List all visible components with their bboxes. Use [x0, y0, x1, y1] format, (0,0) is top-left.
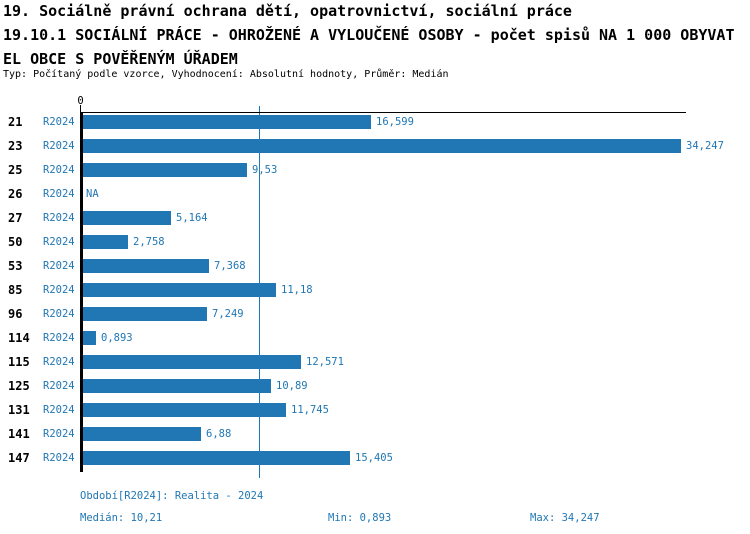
row-period-label: R2024 [43, 308, 75, 320]
row-period-label: R2024 [43, 164, 75, 176]
bar [80, 331, 96, 345]
row-category-label: 50 [8, 235, 23, 249]
row-category-label: 21 [8, 115, 23, 129]
row-category-label: 147 [8, 451, 30, 465]
row-category-label: 115 [8, 355, 30, 369]
indicator-title-line2: EL OBCE S POVĚŘENÝM ÚŘADEM [3, 50, 238, 68]
bar [80, 259, 209, 273]
bar [80, 379, 271, 393]
row-period-label: R2024 [43, 212, 75, 224]
report-section-title: 19. Sociálně právní ochrana dětí, opatro… [3, 2, 572, 20]
bar [80, 283, 276, 297]
min-stat: Min: 0,893 [328, 512, 392, 524]
row-period-label: R2024 [43, 452, 75, 464]
row-category-label: 131 [8, 403, 30, 417]
bar [80, 235, 128, 249]
row-period-label: R2024 [43, 380, 75, 392]
bar [80, 403, 286, 417]
row-period-label: R2024 [43, 404, 75, 416]
row-category-label: 27 [8, 211, 23, 225]
row-category-label: 23 [8, 139, 23, 153]
period-legend: Období[R2024]: Realita - 2024 [80, 490, 264, 502]
bar-value-label: 15,405 [355, 452, 393, 464]
bar-value-label: 2,758 [133, 236, 165, 248]
axis-zero-tick [80, 105, 81, 112]
bar-value-label: 10,89 [276, 380, 308, 392]
bar [80, 427, 201, 441]
indicator-title-line1: 19.10.1 SOCIÁLNÍ PRÁCE - OHROŽENÉ A VYLO… [3, 26, 735, 44]
row-period-label: R2024 [43, 116, 75, 128]
row-category-label: 141 [8, 427, 30, 441]
row-period-label: R2024 [43, 140, 75, 152]
row-period-label: R2024 [43, 236, 75, 248]
bar-value-label: 34,247 [686, 140, 724, 152]
indicator-meta: Typ: Počítaný podle vzorce, Vyhodnocení:… [3, 69, 449, 80]
bar [80, 163, 247, 177]
row-category-label: 26 [8, 187, 23, 201]
bar-na-label: NA [86, 188, 99, 200]
bar [80, 451, 350, 465]
bar [80, 355, 301, 369]
bar-value-label: 0,893 [101, 332, 133, 344]
x-axis-line [80, 112, 686, 113]
row-category-label: 96 [8, 307, 23, 321]
bar-value-label: 9,53 [252, 164, 278, 176]
row-period-label: R2024 [43, 356, 75, 368]
row-category-label: 85 [8, 283, 23, 297]
bar-value-label: 7,249 [212, 308, 244, 320]
bar [80, 211, 171, 225]
bar-value-label: 11,745 [291, 404, 329, 416]
row-category-label: 125 [8, 379, 30, 393]
row-category-label: 25 [8, 163, 23, 177]
bar-value-label: 5,164 [176, 212, 208, 224]
median-stat: Medián: 10,21 [80, 512, 163, 524]
row-period-label: R2024 [43, 332, 75, 344]
bar-value-label: 11,18 [281, 284, 313, 296]
max-stat: Max: 34,247 [530, 512, 600, 524]
row-period-label: R2024 [43, 188, 75, 200]
bar [80, 307, 207, 321]
row-period-label: R2024 [43, 260, 75, 272]
bar-value-label: 7,368 [214, 260, 246, 272]
row-category-label: 53 [8, 259, 23, 273]
axis-zero-label: 0 [77, 95, 84, 107]
row-category-label: 114 [8, 331, 30, 345]
bar-value-label: 12,571 [306, 356, 344, 368]
row-period-label: R2024 [43, 284, 75, 296]
bar-value-label: 16,599 [376, 116, 414, 128]
y-axis-line [80, 112, 83, 472]
bar-value-label: 6,88 [206, 428, 232, 440]
row-period-label: R2024 [43, 428, 75, 440]
bar [80, 139, 681, 153]
bar [80, 115, 371, 129]
